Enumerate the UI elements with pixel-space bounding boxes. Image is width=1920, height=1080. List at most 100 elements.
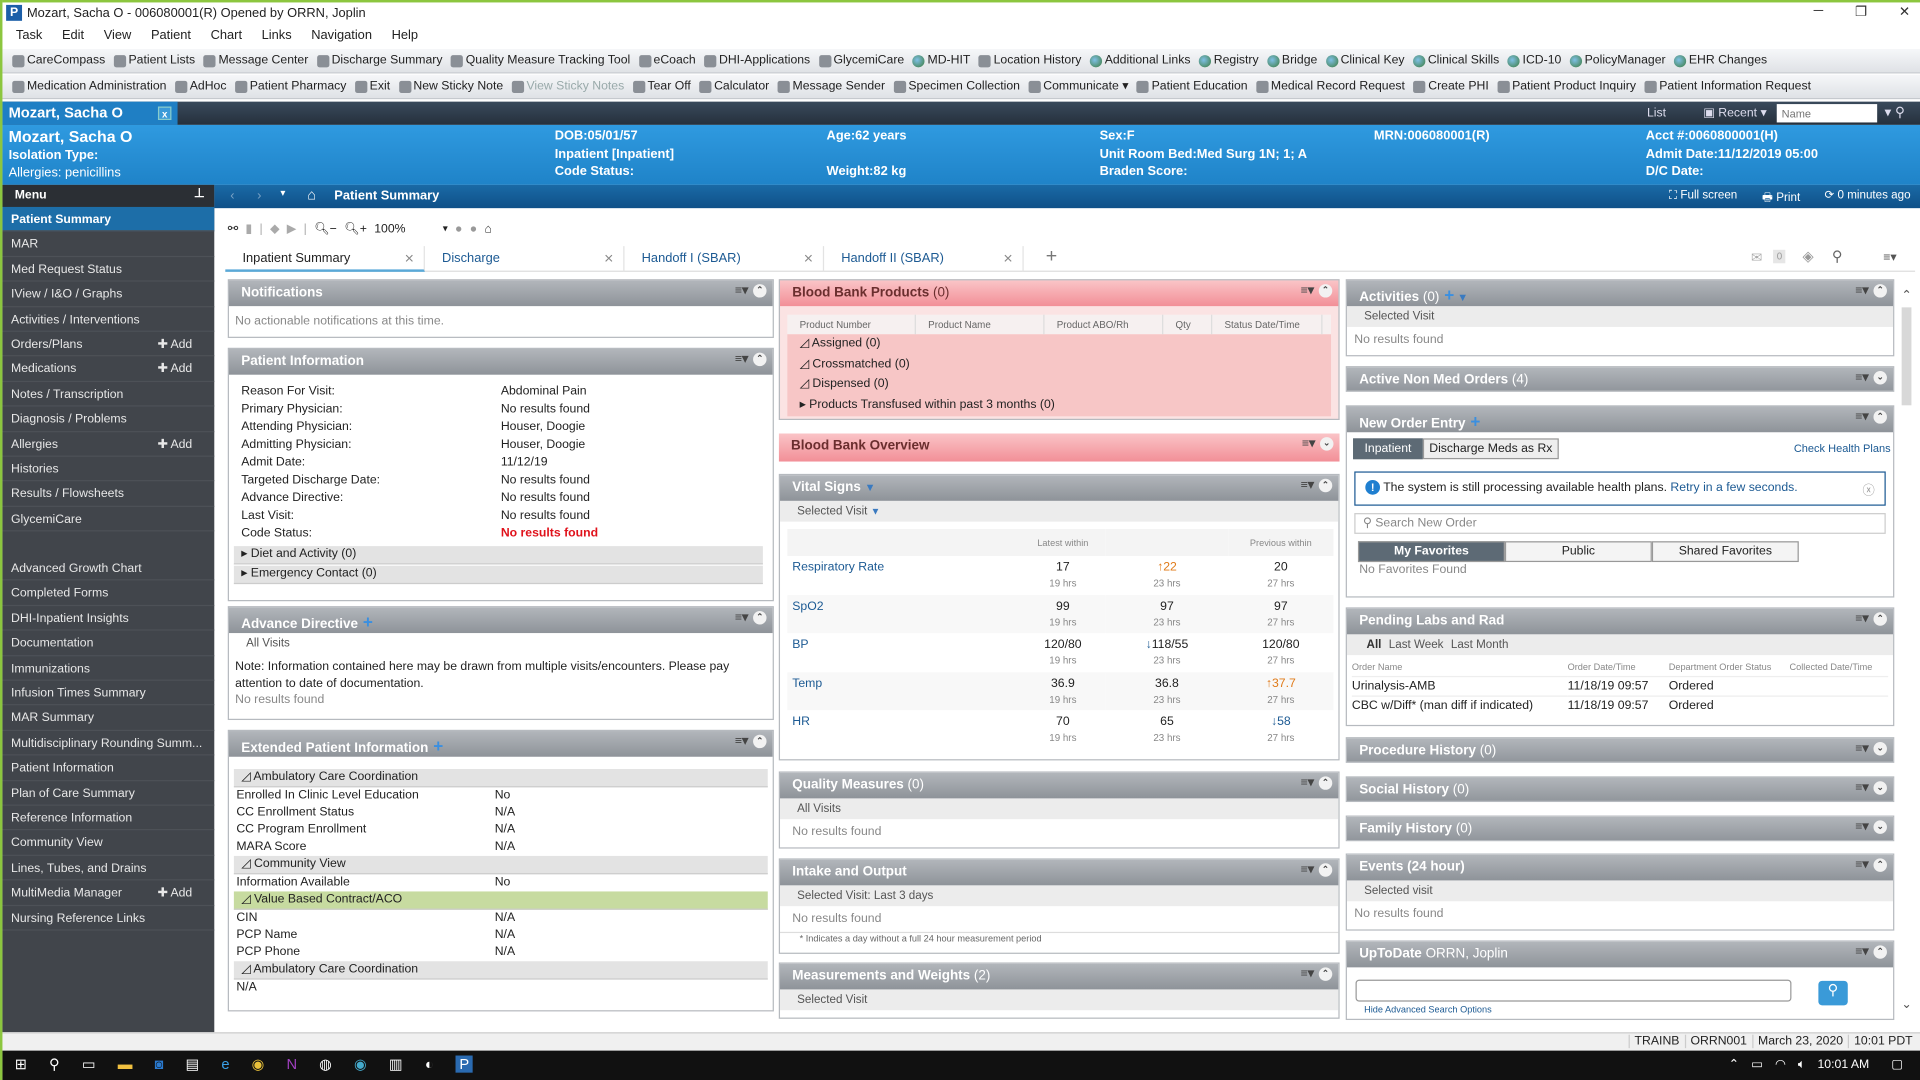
sidebar-item-completed-forms[interactable]: Completed Forms [2, 581, 215, 606]
panel-menu-icon[interactable]: ≡▾ [1300, 478, 1314, 493]
search-new-order-input[interactable]: ⚲ Search New Order [1354, 513, 1886, 534]
sidebar-item-dhi-inpatient-insights[interactable]: DHI-Inpatient Insights [2, 606, 215, 631]
retry-link[interactable]: Retry in a few seconds. [1670, 481, 1798, 495]
toolbar-ecoach-button[interactable]: eCoach [638, 54, 696, 67]
battery-icon[interactable]: ▭ [1751, 1057, 1763, 1072]
sidebar-item-activities-interventions[interactable]: Activities / Interventions [2, 307, 215, 332]
full-screen-button[interactable]: ⛶ Full screen [1668, 188, 1738, 203]
search-icon[interactable]: ▾ ⚲ [1884, 105, 1905, 121]
expand-icon[interactable]: ⌄ [1873, 371, 1887, 385]
sidebar-item-mar[interactable]: MAR [2, 232, 215, 257]
expand-icon[interactable]: ⌄ [1873, 820, 1887, 834]
zoom-select[interactable]: 100% ▾ [374, 222, 448, 236]
recent-dropdown[interactable]: ▣ Recent ▾ [1703, 106, 1767, 121]
close-tab-icon[interactable]: × [803, 248, 814, 267]
sidebar-item-diagnosis-problems[interactable]: Diagnosis / Problems [2, 407, 215, 432]
refresh-button[interactable]: ⟳ 0 minutes ago [1824, 188, 1911, 203]
panel-menu-icon[interactable]: ≡▾ [1855, 858, 1869, 872]
visit-filter[interactable]: Selected Visit [780, 989, 1339, 1011]
panel-menu-icon[interactable]: ≡▾ [1855, 371, 1869, 385]
collapse-icon[interactable]: ⌃ [1873, 410, 1887, 424]
toolbar-ehr-changes-button[interactable]: EHR Changes [1674, 54, 1767, 67]
sidebar-item-nursing-reference-links[interactable]: Nursing Reference Links [2, 906, 215, 931]
sidebar-item-glycemicare[interactable]: GlycemiCare [2, 507, 215, 532]
panel-menu-icon[interactable]: ≡▾ [734, 734, 749, 749]
home-icon[interactable]: ⌂ [307, 186, 317, 204]
collapse-icon[interactable]: ⌃ [1318, 863, 1333, 877]
uptodate-search-input[interactable] [1355, 979, 1792, 1002]
sidebar-item-results-flowsheets[interactable]: Results / Flowsheets [2, 482, 215, 507]
outlook-icon[interactable]: ◙ [154, 1055, 164, 1073]
section-header[interactable]: ◿ Value Based Contract/ACO [233, 891, 768, 910]
panel-menu-icon[interactable]: ≡▾ [1301, 437, 1316, 451]
notifications-icon[interactable]: ▢ [1891, 1057, 1903, 1072]
onenote-icon[interactable]: N [286, 1055, 298, 1073]
next-page-icon[interactable]: ▶ [286, 222, 297, 236]
history-dropdown[interactable]: ▾ [280, 187, 286, 199]
add-button[interactable]: ✚ Add [157, 886, 193, 901]
sidebar-item-immunizations[interactable]: Immunizations [2, 656, 215, 681]
collapse-icon[interactable]: ⌃ [753, 352, 767, 367]
visit-filter[interactable]: Selected visit [1346, 880, 1894, 902]
filter-all[interactable]: All [1366, 637, 1382, 652]
toolbar-icd-10-button[interactable]: ICD-10 [1507, 54, 1561, 67]
add-button[interactable]: ✚ Add [157, 362, 193, 377]
panel-menu-icon[interactable]: ≡▾ [1855, 945, 1869, 959]
toolbar-tear-off-button[interactable]: Tear Off [632, 80, 691, 93]
sidebar-item-infusion-times-summary[interactable]: Infusion Times Summary [2, 681, 215, 706]
pin-icon[interactable]: ⊥ [193, 187, 205, 201]
filter-last-week[interactable]: Last Week [1388, 637, 1444, 652]
panel-menu-icon[interactable]: ≡▾ [1855, 820, 1869, 834]
app-icon[interactable]: ◍ [319, 1055, 332, 1073]
vital-name[interactable]: HR [792, 715, 810, 729]
vital-name[interactable]: Respiratory Rate [792, 560, 885, 575]
toolbar-communicate-button[interactable]: Communicate ▾ [1028, 80, 1128, 93]
section-header[interactable]: ◿ Community View [233, 855, 768, 875]
collapse-icon[interactable]: ⌃ [1873, 284, 1887, 298]
inbox-icon[interactable]: ✉ [1751, 251, 1763, 266]
add-tab-button[interactable]: + [1045, 246, 1058, 267]
collapse-icon[interactable]: ⌃ [1318, 284, 1333, 298]
collapse-icon[interactable]: ⌃ [1873, 612, 1887, 626]
collapse-icon[interactable]: ⌃ [1318, 776, 1333, 790]
tag-icon[interactable]: ◈ [1802, 247, 1814, 265]
expandable-group[interactable]: ▸ Emergency Contact (0) [233, 565, 763, 584]
toolbar-patient-education-button[interactable]: Patient Education [1136, 80, 1248, 93]
sidebar-item-notes-transcription[interactable]: Notes / Transcription [2, 382, 215, 407]
sidebar-item-patient-information[interactable]: Patient Information [2, 756, 215, 781]
chrome-icon[interactable]: ◉ [251, 1055, 265, 1073]
tab-handoff-ii-sbar[interactable]: Handoff II (SBAR) × [824, 246, 1024, 272]
toolbar-patient-product-inquiry-button[interactable]: Patient Product Inquiry [1497, 80, 1636, 93]
menu-links[interactable]: Links [261, 28, 292, 43]
close-tab-icon[interactable]: × [404, 248, 414, 267]
tab-discharge-meds[interactable]: Discharge Meds as Rx [1422, 438, 1559, 460]
search-icon[interactable]: ⚲ [1831, 247, 1843, 265]
vital-name[interactable]: Temp [792, 676, 823, 691]
toolbar-patient-information-request-button[interactable]: Patient Information Request [1644, 80, 1811, 93]
blood-bank-group[interactable]: ◿ Crossmatched (0) [799, 357, 910, 371]
vital-name[interactable]: BP [792, 637, 809, 652]
panel-menu-icon[interactable]: ≡▾ [734, 284, 749, 298]
app-icon[interactable]: ▥ [388, 1055, 403, 1073]
toolbar-bridge-button[interactable]: Bridge [1267, 54, 1317, 67]
add-icon[interactable]: + [433, 735, 444, 756]
panel-menu-icon[interactable]: ≡▾ [734, 611, 749, 625]
wifi-icon[interactable]: ◠ [1774, 1057, 1786, 1072]
sidebar-item-histories[interactable]: Histories [2, 457, 215, 482]
sidebar-item-advanced-growth-chart[interactable]: Advanced Growth Chart [2, 556, 215, 581]
patient-tab[interactable]: Mozart, Sacha O x [2, 101, 178, 125]
close-button[interactable]: ✕ [1898, 4, 1911, 20]
tab-discharge[interactable]: Discharge × [425, 246, 625, 272]
tab-handoff-i-sbar[interactable]: Handoff I (SBAR) × [624, 246, 825, 272]
blood-bank-group[interactable]: ◿ Dispensed (0) [799, 377, 889, 392]
toolbar-md-hit-button[interactable]: MD-HIT [912, 54, 970, 67]
visit-filter[interactable]: All Visits [780, 798, 1339, 820]
blood-bank-group[interactable]: ◿ Assigned (0) [799, 336, 881, 351]
filter-last-month[interactable]: Last Month [1450, 637, 1509, 652]
menu-view[interactable]: View [103, 28, 132, 43]
previous-page-icon[interactable]: ◆ [270, 222, 280, 236]
dismiss-icon[interactable]: ⓧ [1862, 484, 1875, 499]
search-icon[interactable]: ⚲ [49, 1055, 60, 1073]
forward-button[interactable]: › [257, 188, 262, 204]
expandable-group[interactable]: ▸ Diet and Activity (0) [233, 545, 763, 564]
